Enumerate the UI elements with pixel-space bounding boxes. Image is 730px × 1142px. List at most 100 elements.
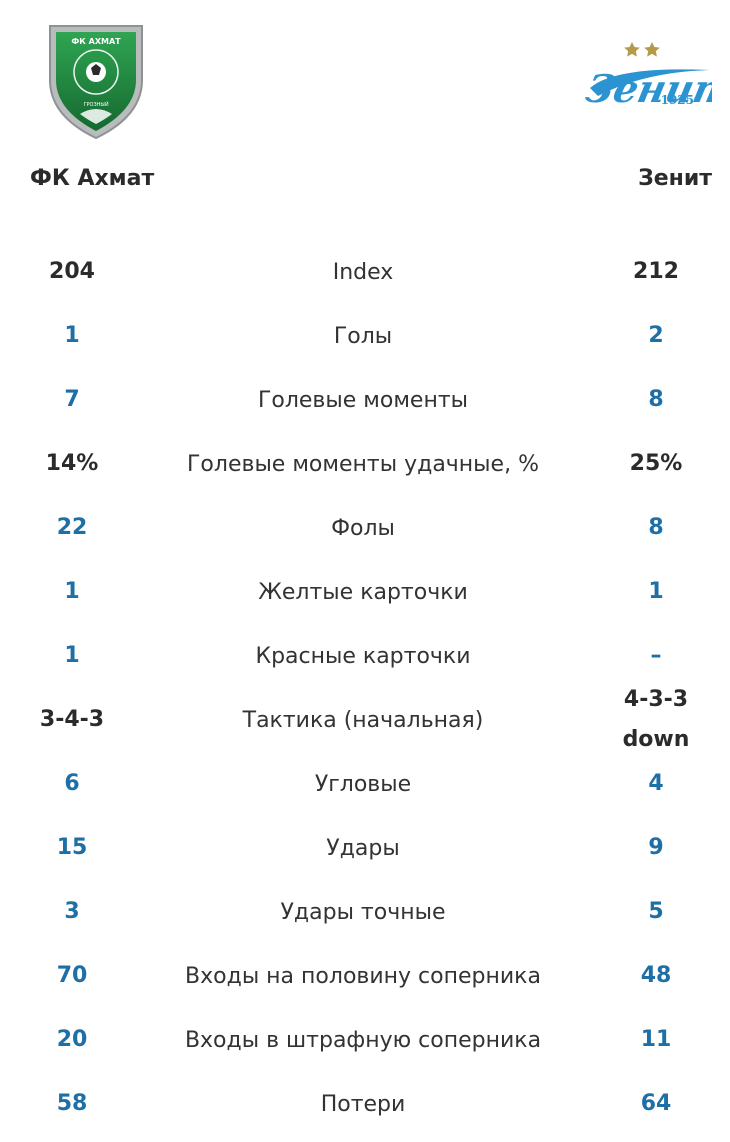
stat-label: Index (332, 259, 394, 285)
stat-cell-home: 20 (22, 1008, 122, 1072)
stat-row: 70 Входы на половину соперника 48 (0, 944, 730, 1008)
stat-cell-label: Фолы (140, 496, 586, 560)
stat-label: Фолы (331, 515, 395, 541)
away-stat-value[interactable]: 5 (648, 899, 664, 924)
stat-cell-label: Голевые моменты (140, 368, 586, 432)
stat-cell-home: 15 (22, 816, 122, 880)
stat-row: 1 Красные карточки – (0, 624, 730, 688)
stat-cell-away: 48 (600, 944, 712, 1008)
home-stat-value[interactable]: 22 (56, 515, 88, 540)
home-stat-value[interactable]: 70 (56, 963, 88, 988)
stat-row: 15 Удары 9 (0, 816, 730, 880)
stat-label: Голевые моменты (257, 387, 469, 413)
home-stat-value[interactable]: 15 (56, 835, 88, 860)
away-team-name: Зенит (638, 166, 712, 191)
stat-cell-away: 8 (600, 496, 712, 560)
stat-cell-label: Голы (140, 304, 586, 368)
stat-row: 58 Потери 64 (0, 1072, 730, 1136)
stat-cell-label: Красные карточки (140, 624, 586, 688)
stat-label: Входы на половину соперника (185, 963, 541, 989)
stat-cell-label: Потери (140, 1072, 586, 1136)
away-stat-value[interactable]: 2 (648, 323, 664, 348)
home-stat-value[interactable]: 20 (56, 1027, 88, 1052)
stat-cell-home: 14% (22, 432, 122, 496)
stat-label: Желтые карточки (258, 579, 468, 605)
stat-cell-away: 25% (600, 432, 712, 496)
home-stat-value[interactable]: 1 (64, 579, 80, 604)
stat-cell-home: 58 (22, 1072, 122, 1136)
stat-cell-home: 1 (22, 624, 122, 688)
home-stat-value: 3-4-3 (39, 707, 105, 732)
stat-label: Красные карточки (255, 643, 471, 669)
stat-row: 3-4-3 Тактика (начальная) 4-3-3 down (0, 687, 730, 752)
stat-cell-label: Желтые карточки (140, 560, 586, 624)
stat-cell-away: 5 (600, 880, 712, 944)
stat-cell-label: Голевые моменты удачные, % (140, 432, 586, 496)
home-stat-value[interactable]: 6 (64, 771, 80, 796)
stat-cell-home: 3 (22, 880, 122, 944)
stat-label: Угловые (314, 771, 412, 797)
away-stat-value[interactable]: 48 (640, 963, 672, 988)
stat-cell-label: Тактика (начальная) (140, 688, 586, 752)
stat-label: Потери (320, 1091, 406, 1117)
away-stat-value: 25% (629, 451, 683, 476)
stat-cell-home: 204 (22, 240, 122, 304)
stat-cell-home: 1 (22, 304, 122, 368)
away-stat-value[interactable]: 64 (640, 1091, 672, 1116)
svg-text:ФК АХМАТ: ФК АХМАТ (71, 37, 121, 46)
away-stat-value: 4-3-3 down (622, 687, 690, 752)
stats-table: 204 Index 212 1 Голы 2 7 Голевые моменты 8 14% Гол… (0, 240, 730, 1136)
stat-cell-away: 1 (600, 560, 712, 624)
stat-cell-label: Удары точные (140, 880, 586, 944)
home-stat-value[interactable]: 1 (64, 323, 80, 348)
stat-cell-away: – (600, 624, 712, 688)
away-stat-value[interactable]: 9 (648, 835, 664, 860)
stat-row: 14% Голевые моменты удачные, % 25% (0, 432, 730, 496)
stat-cell-away: 8 (600, 368, 712, 432)
teams-header: ФК АХМАТ ГРОЗНЫЙ Зенит 1925 ФК Ахмат Зен… (0, 0, 730, 220)
stat-row: 7 Голевые моменты 8 (0, 368, 730, 432)
stat-row: 1 Голы 2 (0, 304, 730, 368)
stat-row: 1 Желтые карточки 1 (0, 560, 730, 624)
stat-label: Удары (326, 835, 400, 861)
away-stat-value[interactable]: 8 (648, 515, 664, 540)
stat-cell-home: 7 (22, 368, 122, 432)
stat-label: Входы в штрафную соперника (184, 1027, 542, 1053)
stat-row: 204 Index 212 (0, 240, 730, 304)
stat-cell-away: 9 (600, 816, 712, 880)
stat-cell-label: Index (140, 240, 586, 304)
svg-text:1925: 1925 (661, 93, 694, 107)
stat-cell-label: Входы на половину соперника (140, 944, 586, 1008)
away-stat-value[interactable]: 8 (648, 387, 664, 412)
home-stat-value: 204 (49, 259, 95, 284)
stat-cell-home: 6 (22, 752, 122, 816)
stat-cell-away: 212 (600, 240, 712, 304)
stat-cell-home: 3-4-3 (22, 688, 122, 752)
stat-label: Голевые моменты удачные, % (187, 451, 539, 477)
stat-row: 3 Удары точные 5 (0, 880, 730, 944)
stat-label: Голы (333, 323, 393, 349)
stat-cell-home: 1 (22, 560, 122, 624)
stat-cell-label: Угловые (140, 752, 586, 816)
stat-label: Тактика (начальная) (242, 707, 484, 733)
away-stat-value[interactable]: – (650, 643, 662, 668)
home-stat-value[interactable]: 7 (64, 387, 80, 412)
zenit-logo: Зенит 1925 (584, 42, 712, 112)
home-stat-value[interactable]: 58 (56, 1091, 88, 1116)
home-stat-value[interactable]: 1 (64, 643, 80, 668)
akhmat-logo: ФК АХМАТ ГРОЗНЫЙ (49, 25, 143, 140)
home-team-name: ФК Ахмат (30, 166, 155, 191)
stat-cell-home: 70 (22, 944, 122, 1008)
away-stat-value[interactable]: 1 (648, 579, 664, 604)
home-stat-value[interactable]: 3 (64, 899, 80, 924)
stat-row: 22 Фолы 8 (0, 496, 730, 560)
away-stat-value[interactable]: 4 (648, 771, 664, 796)
away-stat-value: 212 (633, 259, 679, 284)
stat-cell-away: 4 (600, 752, 712, 816)
stat-cell-away: 64 (600, 1072, 712, 1136)
svg-text:Зенит: Зенит (584, 67, 712, 112)
stat-cell-away: 4-3-3 down (600, 687, 712, 752)
stat-row: 6 Угловые 4 (0, 752, 730, 816)
stat-label: Удары точные (280, 899, 446, 925)
away-stat-value[interactable]: 11 (640, 1027, 672, 1052)
